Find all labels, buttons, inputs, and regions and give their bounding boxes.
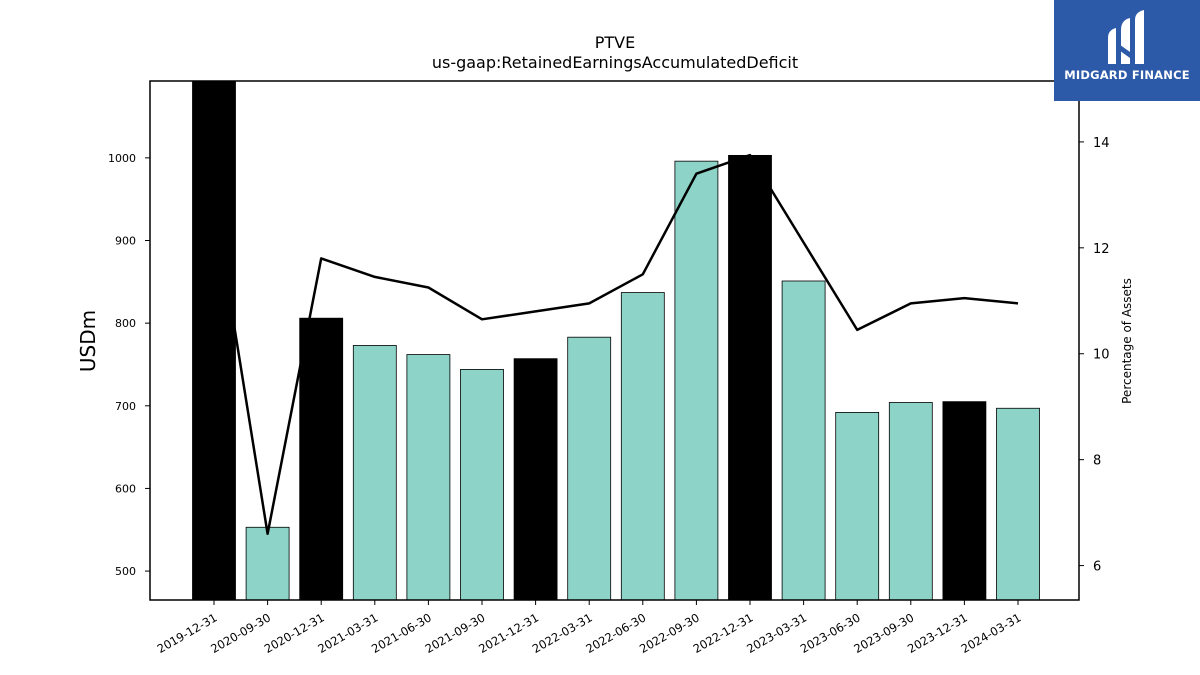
y-axis-label: USDm <box>76 310 100 372</box>
x-tick-label: 2020-12-31 <box>262 610 327 656</box>
brand-logo: MIDGARD FINANCE <box>1054 0 1200 101</box>
bar-2024-03-31 <box>996 407 1040 601</box>
y-tick-label: 1000 <box>108 152 136 165</box>
bar-2022-06-30 <box>620 292 665 601</box>
y2-axis-label: Percentage of Assets <box>1120 278 1134 404</box>
y-tick-label: 700 <box>115 400 136 413</box>
bar-2023-06-30 <box>835 411 880 601</box>
bar-2022-09-30 <box>674 160 719 601</box>
x-tick-label: 2023-06-30 <box>798 610 863 656</box>
chart-title: PTVE <box>595 33 635 52</box>
percentage-of-assets-line <box>212 153 1019 536</box>
x-tick-label: 2022-03-31 <box>530 610 595 656</box>
bar-2023-09-30 <box>888 402 933 601</box>
bars-layer <box>192 80 1040 601</box>
bar-2021-09-30 <box>460 369 504 601</box>
y-tick-label: 500 <box>115 565 136 578</box>
y-tick-label: 600 <box>115 482 136 495</box>
bar-2020-12-31 <box>299 317 344 601</box>
bar-2022-12-31 <box>728 154 772 601</box>
brand-logo-text: MIDGARD FINANCE <box>1064 68 1190 82</box>
bar-2023-12-31 <box>942 401 987 601</box>
x-tick-label: 2023-09-30 <box>851 610 916 656</box>
bar-2021-03-31 <box>352 345 397 601</box>
y-tick-label: 800 <box>115 317 136 330</box>
plot-frame <box>149 80 1080 601</box>
bar-2023-03-31 <box>781 280 826 601</box>
line-layer <box>212 153 1019 536</box>
x-tick-label: 2020-09-30 <box>208 610 273 656</box>
x-tick-label: 2021-12-31 <box>476 610 541 656</box>
x-tick-label: 2023-12-31 <box>905 610 970 656</box>
x-tick-label: 2021-06-30 <box>369 610 434 656</box>
midgard-logo-icon <box>1108 10 1144 64</box>
x-tick-label: 2024-03-31 <box>959 610 1024 656</box>
bar-2019-12-31 <box>192 80 236 601</box>
x-tick-label: 2023-03-31 <box>744 610 809 656</box>
y2-tick-label: 12 <box>1093 242 1110 257</box>
x-tick-label: 2019-12-31 <box>155 610 220 656</box>
x-tick-label: 2022-06-30 <box>583 610 648 656</box>
chart-subtitle: us-gaap:RetainedEarningsAccumulatedDefic… <box>432 53 798 72</box>
y2-tick-label: 8 <box>1093 454 1101 469</box>
y2-tick-label: 10 <box>1093 348 1110 363</box>
y2-tick-label: 14 <box>1093 136 1110 151</box>
y2-tick-label: 6 <box>1093 560 1101 575</box>
x-tick-label: 2021-09-30 <box>423 610 488 656</box>
right-axis: 6 8 10 12 14 <box>1079 136 1110 575</box>
y-tick-label: 900 <box>115 235 136 248</box>
x-tick-label: 2022-12-31 <box>691 610 756 656</box>
bar-2020-09-30 <box>245 526 290 601</box>
bar-2022-03-31 <box>567 336 612 601</box>
x-tick-label: 2021-03-31 <box>315 610 380 656</box>
bar-2021-12-31 <box>513 358 558 601</box>
bar-2021-06-30 <box>406 354 451 601</box>
x-axis: 2019-12-312020-09-302020-12-312021-03-31… <box>155 600 1024 656</box>
left-axis: 500 600 700 800 900 1000 <box>108 152 150 578</box>
x-tick-label: 2022-09-30 <box>637 610 702 656</box>
